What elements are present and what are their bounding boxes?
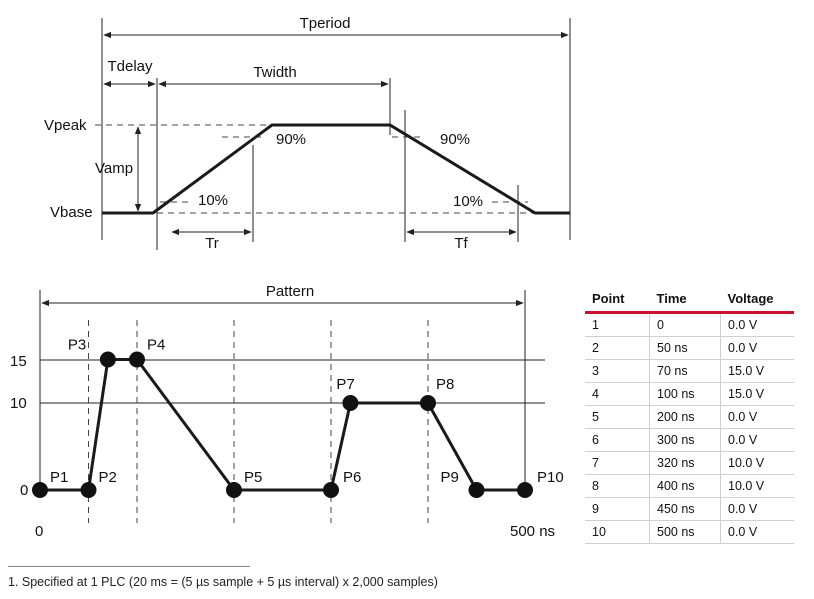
cell-time: 320 ns [649,451,721,475]
point-p8 [420,395,436,411]
y-tick-0: 0 [20,482,28,499]
footnote: 1. Specified at 1 PLC (20 ms = (5 µs sam… [8,575,438,589]
point-label-p1: P1 [50,469,68,486]
cell-time: 0 [649,312,721,337]
point-p3 [99,351,116,368]
point-p4 [129,351,145,368]
table-row: 9 450 ns 0.0 V [585,497,794,521]
cell-voltage: 0.0 V [720,520,794,544]
pct90-right-label: 90% [440,131,470,148]
table-row: 1 0 0.0 V [585,312,794,337]
cell-voltage: 15.0 V [720,359,794,383]
pct10-right-label: 10% [453,193,483,210]
table-row: 3 70 ns 15.0 V [585,359,794,383]
point-p6 [323,482,339,498]
cell-time: 200 ns [649,405,721,429]
cell-voltage: 15.0 V [720,382,794,406]
x-start-label: 0 [35,523,43,540]
points-table: Point Time Voltage 1 0 0.0 V 2 50 ns 0.0 V 3 70… [585,286,794,544]
cell-time: 500 ns [649,520,721,544]
header-voltage: Voltage [720,286,794,314]
cell-time: 50 ns [649,336,721,360]
point-p10 [517,482,533,498]
cell-voltage: 10.0 V [720,451,794,475]
footnote-divider [8,566,250,567]
cell-voltage: 0.0 V [720,336,794,360]
tf-label: Tf [454,235,468,252]
point-p2 [80,482,97,498]
tdelay-label: Tdelay [107,58,153,75]
cell-time: 450 ns [649,497,721,521]
point-label-p4: P4 [147,337,165,354]
point-label-p3: P3 [68,337,86,354]
cell-time: 100 ns [649,382,721,406]
vpeak-label: Vpeak [44,117,87,134]
pulse-diagram: Tperiod Tdelay Twidth Vpeak Vamp Vbase 9… [44,15,571,252]
cell-voltage: 0.0 V [720,428,794,452]
y-tick-10: 10 [10,395,27,412]
point-label-p5: P5 [244,469,262,486]
pattern-points [32,351,533,498]
table-row: 8 400 ns 10.0 V [585,474,794,498]
point-p7 [342,395,359,411]
point-label-p6: P6 [343,469,361,486]
cell-point: 9 [585,497,650,521]
cell-voltage: 0.0 V [720,497,794,521]
point-label-p2: P2 [99,469,117,486]
cell-point: 2 [585,336,650,360]
cell-voltage: 10.0 V [720,474,794,498]
cell-point: 10 [585,520,650,544]
cell-point: 5 [585,405,650,429]
pattern-waveform [40,358,525,492]
cell-time: 300 ns [649,428,721,452]
twidth-label: Twidth [253,64,296,81]
tr-label: Tr [205,235,219,252]
point-label-p8: P8 [436,376,454,393]
point-p5 [226,482,242,498]
header-time: Time [649,286,721,314]
pattern-dashed-markers [88,320,429,523]
point-label-p10: P10 [537,469,564,486]
point-label-p7: P7 [336,376,354,393]
table-body: 1 0 0.0 V 2 50 ns 0.0 V 3 70 ns 15.0 V 4 100 ns 15.… [585,312,794,544]
table-row: 7 320 ns 10.0 V [585,451,794,475]
y-tick-15: 15 [10,353,27,370]
table-header-row: Point Time Voltage [585,286,794,314]
cell-voltage: 0.0 V [720,405,794,429]
pulse-waveform [102,123,570,215]
table-row: 10 500 ns 0.0 V [585,520,794,544]
cell-point: 8 [585,474,650,498]
tperiod-label: Tperiod [300,15,351,32]
vbase-label: Vbase [50,204,93,221]
pattern-title: Pattern [266,283,314,300]
pct10-left-label: 10% [198,192,228,209]
cell-time: 400 ns [649,474,721,498]
vamp-label: Vamp [95,160,133,177]
cell-point: 4 [585,382,650,406]
point-p1 [32,482,48,498]
table-row: 5 200 ns 0.0 V [585,405,794,429]
cell-point: 3 [585,359,650,383]
point-label-p9: P9 [441,469,459,486]
cell-time: 70 ns [649,359,721,383]
table-row: 4 100 ns 15.0 V [585,382,794,406]
cell-point: 6 [585,428,650,452]
pct90-left-label: 90% [276,131,306,148]
cell-voltage: 0.0 V [720,312,794,337]
cell-point: 1 [585,312,650,337]
point-p9 [468,482,485,498]
x-end-label: 500 ns [510,523,555,540]
header-point: Point [585,286,650,314]
table-row: 2 50 ns 0.0 V [585,336,794,360]
table-row: 6 300 ns 0.0 V [585,428,794,452]
pattern-point-labels: P1 P2 P3 P4 P5 P6 P7 P8 P9 P10 [50,337,564,487]
cell-point: 7 [585,451,650,475]
